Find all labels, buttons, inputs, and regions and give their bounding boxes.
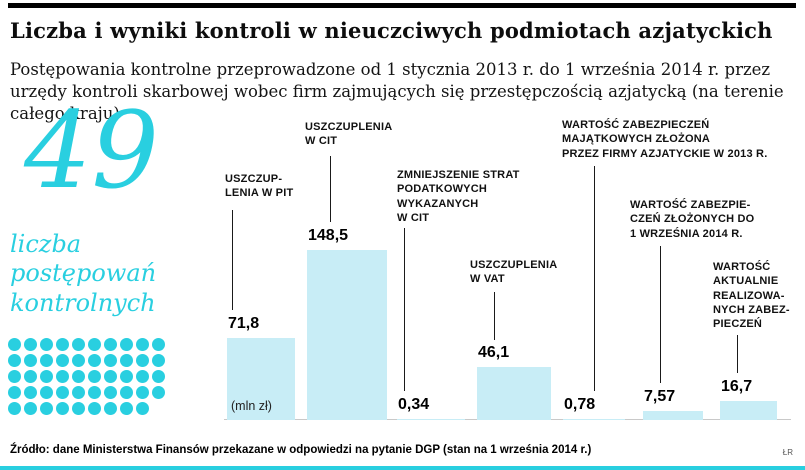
value-label: 46,1	[478, 344, 510, 361]
dot	[40, 354, 53, 367]
dot	[104, 386, 117, 399]
leader-line	[737, 335, 738, 373]
dot	[136, 354, 149, 367]
dot	[8, 386, 21, 399]
dot	[120, 386, 133, 399]
dot	[40, 370, 53, 383]
dot	[40, 386, 53, 399]
bar	[397, 419, 465, 420]
value-label: 0,34	[398, 396, 430, 413]
value-label: 71,8	[228, 315, 260, 332]
dot	[120, 338, 133, 351]
bottom-rule	[0, 466, 805, 470]
leader-line	[404, 228, 405, 391]
dot	[40, 338, 53, 351]
leader-line	[660, 246, 661, 383]
dot	[136, 338, 149, 351]
bar-group: 71,8	[227, 110, 295, 420]
dot	[120, 402, 133, 415]
bar-group: 16,7	[720, 110, 777, 420]
dot	[8, 370, 21, 383]
bar-group: 0,34	[397, 110, 465, 420]
dot	[120, 354, 133, 367]
leader-line	[594, 166, 595, 391]
dot	[88, 370, 101, 383]
category-label: WARTOŚĆ AKTUALNIE REALIZOWA- NYCH ZABEZ-…	[713, 261, 790, 331]
leader-line	[232, 210, 233, 310]
dot-grid	[8, 338, 174, 418]
bar	[563, 419, 625, 420]
bar	[720, 401, 777, 420]
leader-line	[494, 292, 495, 340]
stat-label: liczba postępowań kontrolnych	[10, 230, 157, 317]
dot	[24, 402, 37, 415]
bar-group: 148,5	[307, 110, 387, 420]
top-rule	[8, 3, 796, 8]
dot	[152, 370, 165, 383]
dot	[152, 386, 165, 399]
stat-value: 49	[24, 89, 159, 212]
page-subtitle: Postępowania kontrolne przeprowadzone od…	[10, 60, 784, 123]
dot	[40, 402, 53, 415]
dot	[56, 386, 69, 399]
dot	[56, 370, 69, 383]
dot	[24, 370, 37, 383]
dot	[56, 338, 69, 351]
source-note: Źródło: dane Ministerstwa Finansów przek…	[10, 444, 592, 456]
dot	[88, 338, 101, 351]
dot	[88, 354, 101, 367]
bar-chart: USZCZUP- LENIA W PIT USZCZUPLENIA W CIT …	[0, 110, 805, 420]
dot	[24, 338, 37, 351]
bar	[477, 367, 551, 420]
category-label: ZMNIEJSZENIE STRAT PODATKOWYCH WYKAZANYC…	[397, 169, 520, 224]
dot	[72, 354, 85, 367]
dot	[8, 402, 21, 415]
dot	[72, 370, 85, 383]
value-label: 16,7	[721, 378, 753, 395]
dot	[104, 402, 117, 415]
dot	[56, 354, 69, 367]
dot	[152, 354, 165, 367]
dot	[152, 338, 165, 351]
unit-label: (mln zł)	[231, 399, 272, 413]
dot	[24, 354, 37, 367]
category-label: USZCZUPLENIA W VAT	[470, 259, 558, 286]
dot	[104, 338, 117, 351]
category-label: USZCZUP- LENIA W PIT	[225, 173, 294, 200]
bar-group: 46,1	[477, 110, 551, 420]
dot	[24, 386, 37, 399]
value-label: 148,5	[308, 227, 349, 244]
value-label: 0,78	[564, 396, 596, 413]
bar-group: 0,78	[563, 110, 625, 420]
bar	[227, 338, 295, 420]
dot	[104, 354, 117, 367]
category-label: USZCZUPLENIA W CIT	[305, 121, 393, 148]
dot	[72, 402, 85, 415]
dot	[72, 386, 85, 399]
dot	[8, 338, 21, 351]
bar	[643, 411, 703, 420]
dot	[88, 386, 101, 399]
dot	[104, 370, 117, 383]
category-label: WARTOŚĆ ZABEZPIECZEŃ MAJĄTKOWYCH ZŁOŻONA…	[562, 119, 768, 160]
credit: ŁR	[782, 448, 793, 457]
dot	[56, 402, 69, 415]
value-label: 7,57	[644, 388, 676, 405]
dot	[8, 354, 21, 367]
bar-group: 7,57	[643, 110, 703, 420]
bar	[307, 250, 387, 420]
dot	[120, 370, 133, 383]
dot	[72, 338, 85, 351]
category-label: WARTOŚĆ ZABEZPIE- CZEŃ ZŁOŻONYCH DO 1 WR…	[630, 199, 755, 240]
page-title: Liczba i wyniki kontroli w nieuczciwych …	[10, 18, 773, 43]
leader-line	[330, 156, 331, 222]
dot	[88, 402, 101, 415]
dot	[136, 386, 149, 399]
dot	[136, 370, 149, 383]
dot	[136, 402, 149, 415]
